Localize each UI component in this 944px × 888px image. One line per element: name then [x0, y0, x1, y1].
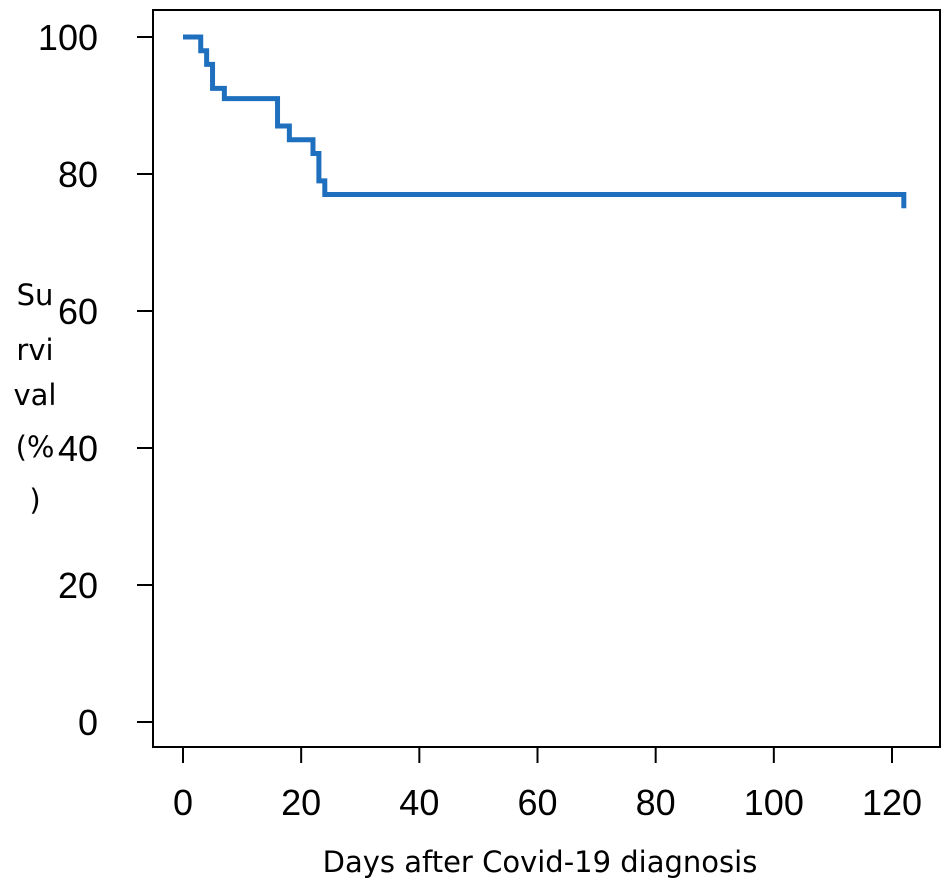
x-tick-label: 0 [173, 782, 193, 823]
x-tick-label: 80 [636, 782, 676, 823]
x-tick-label: 60 [517, 782, 557, 823]
y-axis-title: Su rvi val (%) [14, 278, 57, 517]
x-tick-label: 20 [281, 782, 321, 823]
y-axis-title-line: rvi [16, 333, 53, 367]
y-tick-label: 60 [58, 291, 98, 332]
x-tick-label: 40 [399, 782, 439, 823]
x-tick-label: 100 [744, 782, 804, 823]
y-tick-label: 20 [58, 565, 98, 606]
series-layer [183, 34, 907, 209]
y-axis: 0 20 40 60 80 100 [38, 17, 153, 743]
y-axis-title-line: val [14, 378, 57, 412]
y-tick-label: 0 [78, 702, 98, 743]
x-axis: 0 20 40 60 80 100 120 [173, 747, 922, 823]
y-axis-title-line: Su [17, 278, 54, 312]
y-axis-title-line: (% [16, 430, 55, 464]
y-tick-label: 100 [38, 17, 98, 58]
y-tick-label: 80 [58, 154, 98, 195]
x-axis-title: Days after Covid-19 diagnosis [323, 845, 758, 879]
x-tick-label: 120 [862, 782, 922, 823]
survival-series-line [183, 34, 907, 209]
y-tick-label: 40 [58, 428, 98, 469]
plot-frame [152, 9, 941, 748]
y-axis-title-line: ) [29, 483, 40, 517]
